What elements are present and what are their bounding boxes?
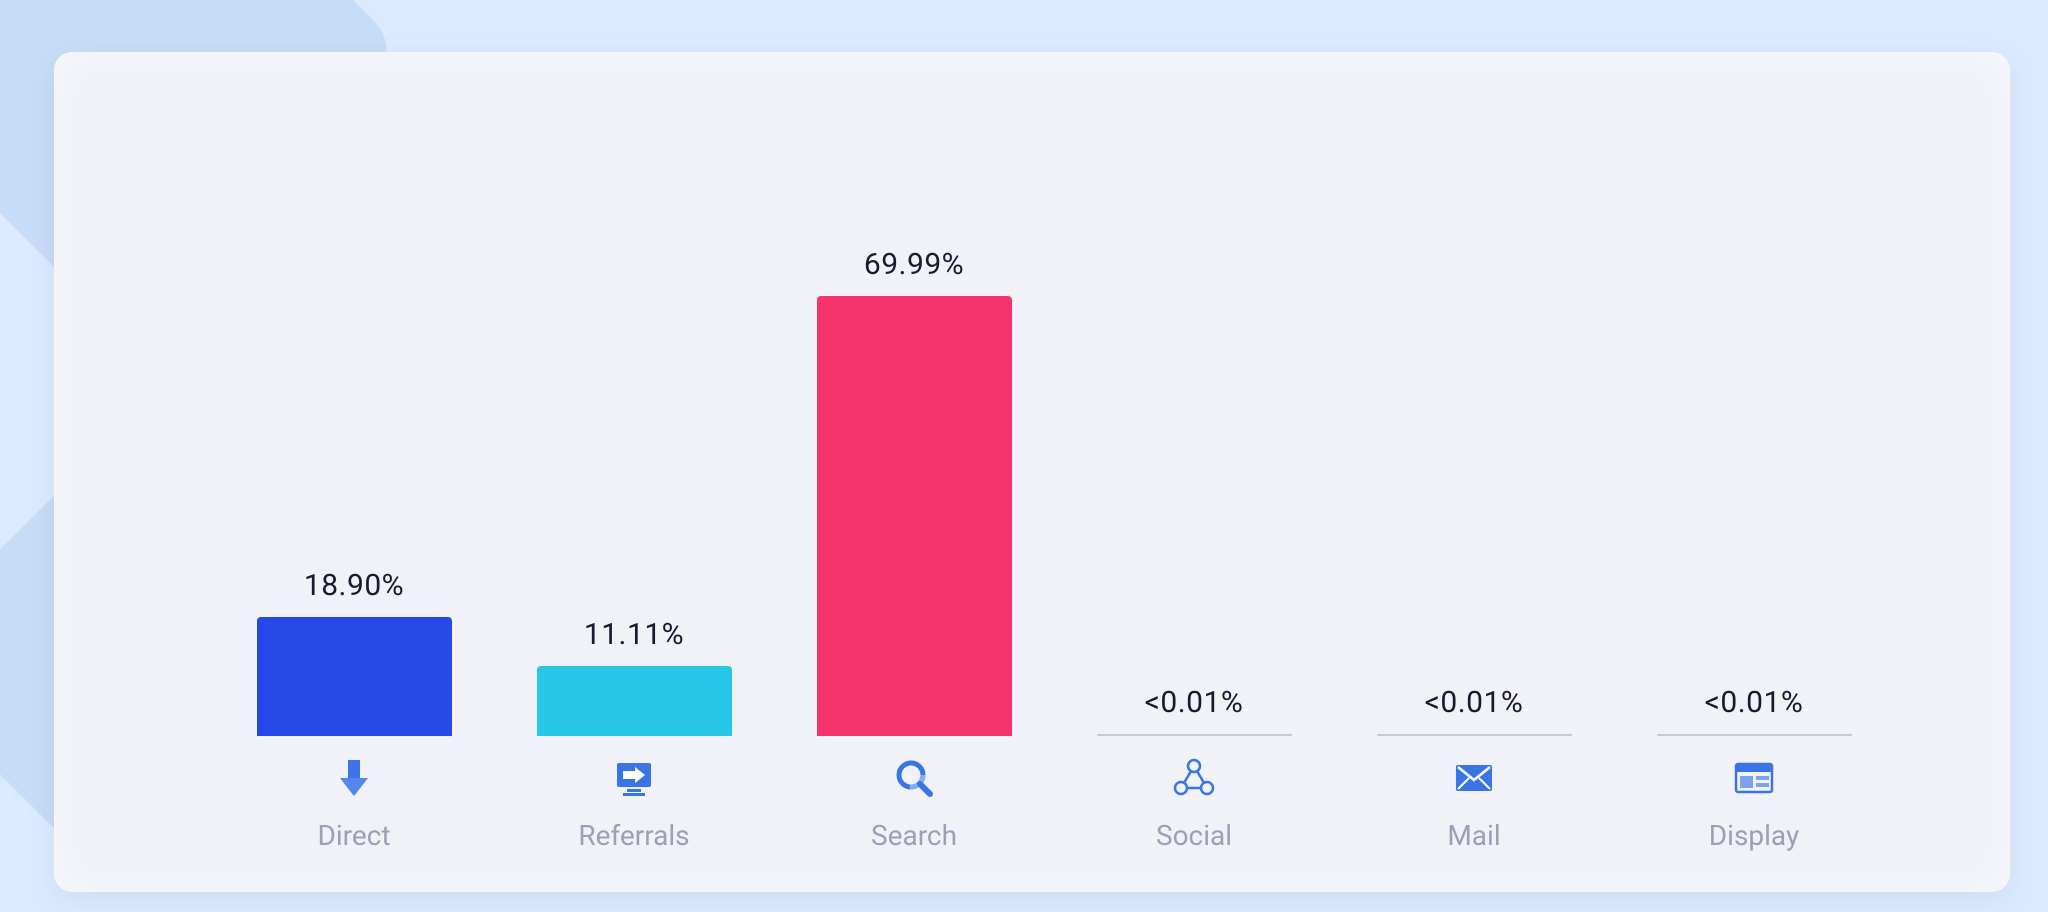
category-label: Direct	[317, 819, 390, 852]
category-label: Display	[1709, 819, 1799, 852]
value-label: 69.99%	[864, 247, 964, 282]
chart-col-referrals: 11.11% Referrals	[494, 296, 774, 852]
value-label: <0.01%	[1145, 685, 1244, 720]
category-label: Social	[1156, 819, 1232, 852]
bar-container: <0.01%	[1054, 296, 1334, 736]
bar-container: 18.90%	[214, 296, 494, 736]
value-label: 11.11%	[584, 617, 684, 652]
bar-container: 11.11%	[494, 296, 774, 736]
bar	[537, 666, 732, 736]
display-ad-icon	[1733, 761, 1775, 795]
bar-container: <0.01%	[1334, 296, 1614, 736]
share-icon	[1173, 758, 1215, 798]
value-label: 18.90%	[304, 568, 404, 603]
bar-container: <0.01%	[1614, 296, 1894, 736]
bar	[817, 296, 1012, 736]
search-icon	[894, 758, 934, 798]
chart-col-mail: <0.01% Mail	[1334, 296, 1614, 852]
bar-tiny	[1377, 734, 1572, 736]
traffic-sources-bar-chart: 18.90% Direct 11.11%	[134, 112, 1930, 852]
chart-col-display: <0.01% Display	[1614, 296, 1894, 852]
value-label: <0.01%	[1705, 685, 1804, 720]
arrow-down-icon	[337, 758, 371, 798]
category-label: Search	[871, 819, 957, 852]
chart-col-social: <0.01% Social	[1054, 296, 1334, 852]
bar-tiny	[1657, 734, 1852, 736]
category-label: Referrals	[578, 819, 689, 852]
bar-tiny	[1097, 734, 1292, 736]
chart-col-direct: 18.90% Direct	[214, 296, 494, 852]
chart-card: 18.90% Direct 11.11%	[54, 52, 2010, 892]
bar-container: 69.99%	[774, 296, 1054, 736]
mail-icon	[1453, 762, 1495, 794]
monitor-arrow-icon	[613, 759, 655, 797]
chart-col-search: 69.99% Search	[774, 296, 1054, 852]
category-label: Mail	[1447, 819, 1500, 852]
value-label: <0.01%	[1425, 685, 1524, 720]
bar	[257, 617, 452, 736]
